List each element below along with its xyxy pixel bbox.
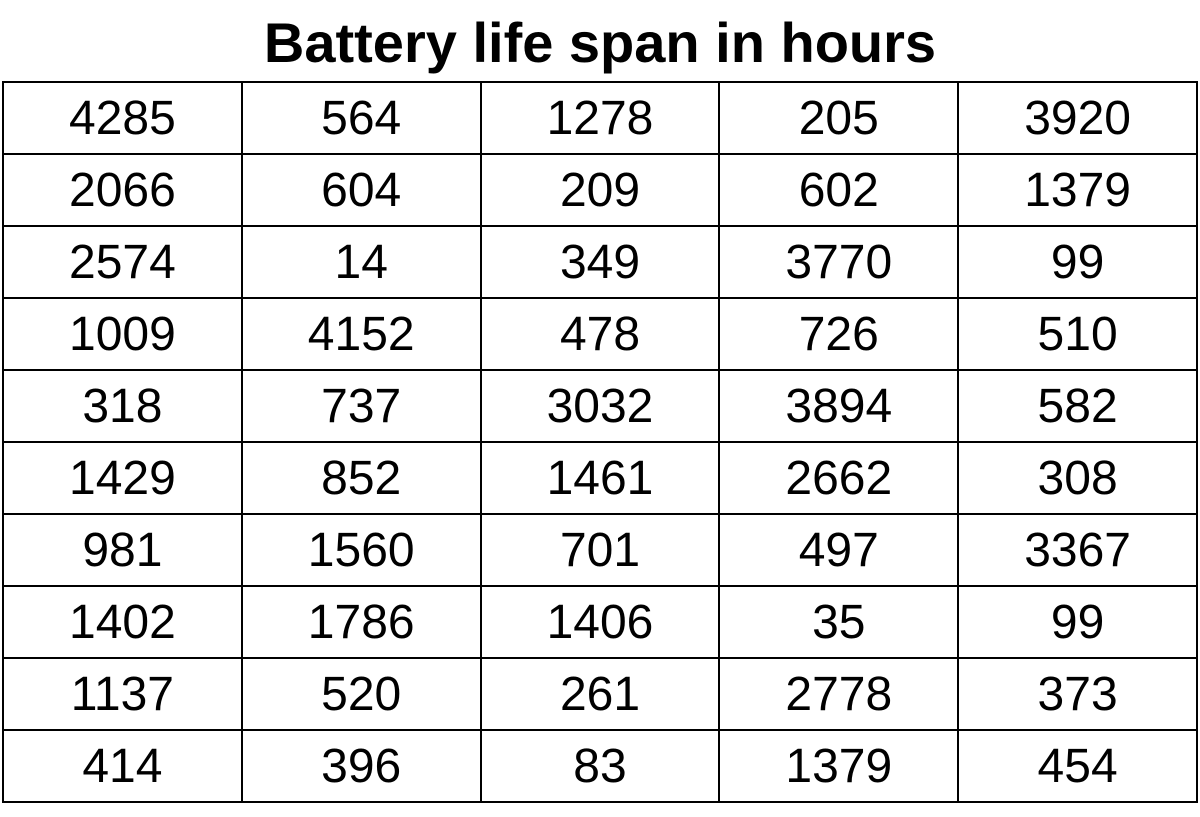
table-row: 1429 852 1461 2662 308 — [3, 442, 1197, 514]
table-row: 318 737 3032 3894 582 — [3, 370, 1197, 442]
table-body: 4285 564 1278 205 3920 2066 604 209 602 … — [3, 82, 1197, 802]
table-row: 1402 1786 1406 35 99 — [3, 586, 1197, 658]
table-cell: 396 — [242, 730, 481, 802]
table-cell: 318 — [3, 370, 242, 442]
table-cell: 454 — [958, 730, 1197, 802]
table-cell: 3770 — [719, 226, 958, 298]
table-cell: 564 — [242, 82, 481, 154]
table-row: 1137 520 261 2778 373 — [3, 658, 1197, 730]
table-cell: 4152 — [242, 298, 481, 370]
table-cell: 4285 — [3, 82, 242, 154]
table-cell: 602 — [719, 154, 958, 226]
table-cell: 1560 — [242, 514, 481, 586]
table-cell: 582 — [958, 370, 1197, 442]
table-cell: 520 — [242, 658, 481, 730]
table-cell: 83 — [481, 730, 720, 802]
table-cell: 35 — [719, 586, 958, 658]
table-cell: 308 — [958, 442, 1197, 514]
table-cell: 1009 — [3, 298, 242, 370]
table-cell: 3894 — [719, 370, 958, 442]
table-cell: 737 — [242, 370, 481, 442]
table-cell: 2066 — [3, 154, 242, 226]
table-cell: 510 — [958, 298, 1197, 370]
table-cell: 2662 — [719, 442, 958, 514]
table-cell: 478 — [481, 298, 720, 370]
table-cell: 261 — [481, 658, 720, 730]
table-cell: 3920 — [958, 82, 1197, 154]
table-title: Battery life span in hours — [264, 10, 936, 75]
table-cell: 205 — [719, 82, 958, 154]
table-cell: 14 — [242, 226, 481, 298]
table-cell: 1379 — [719, 730, 958, 802]
table-cell: 209 — [481, 154, 720, 226]
table-cell: 99 — [958, 586, 1197, 658]
table-cell: 349 — [481, 226, 720, 298]
table-cell: 1278 — [481, 82, 720, 154]
battery-data-table: 4285 564 1278 205 3920 2066 604 209 602 … — [2, 81, 1198, 803]
table-cell: 2778 — [719, 658, 958, 730]
table-cell: 99 — [958, 226, 1197, 298]
table-cell: 1406 — [481, 586, 720, 658]
table-row: 4285 564 1278 205 3920 — [3, 82, 1197, 154]
table-row: 981 1560 701 497 3367 — [3, 514, 1197, 586]
table-cell: 604 — [242, 154, 481, 226]
table-cell: 1402 — [3, 586, 242, 658]
table-row: 2066 604 209 602 1379 — [3, 154, 1197, 226]
table-row: 1009 4152 478 726 510 — [3, 298, 1197, 370]
table-cell: 3032 — [481, 370, 720, 442]
table-cell: 1786 — [242, 586, 481, 658]
table-cell: 1379 — [958, 154, 1197, 226]
table-cell: 497 — [719, 514, 958, 586]
table-row: 2574 14 349 3770 99 — [3, 226, 1197, 298]
table-cell: 852 — [242, 442, 481, 514]
table-cell: 1429 — [3, 442, 242, 514]
table-cell: 981 — [3, 514, 242, 586]
table-cell: 701 — [481, 514, 720, 586]
table-cell: 414 — [3, 730, 242, 802]
table-cell: 3367 — [958, 514, 1197, 586]
table-cell: 1461 — [481, 442, 720, 514]
table-cell: 1137 — [3, 658, 242, 730]
table-cell: 726 — [719, 298, 958, 370]
table-cell: 373 — [958, 658, 1197, 730]
table-cell: 2574 — [3, 226, 242, 298]
table-row: 414 396 83 1379 454 — [3, 730, 1197, 802]
